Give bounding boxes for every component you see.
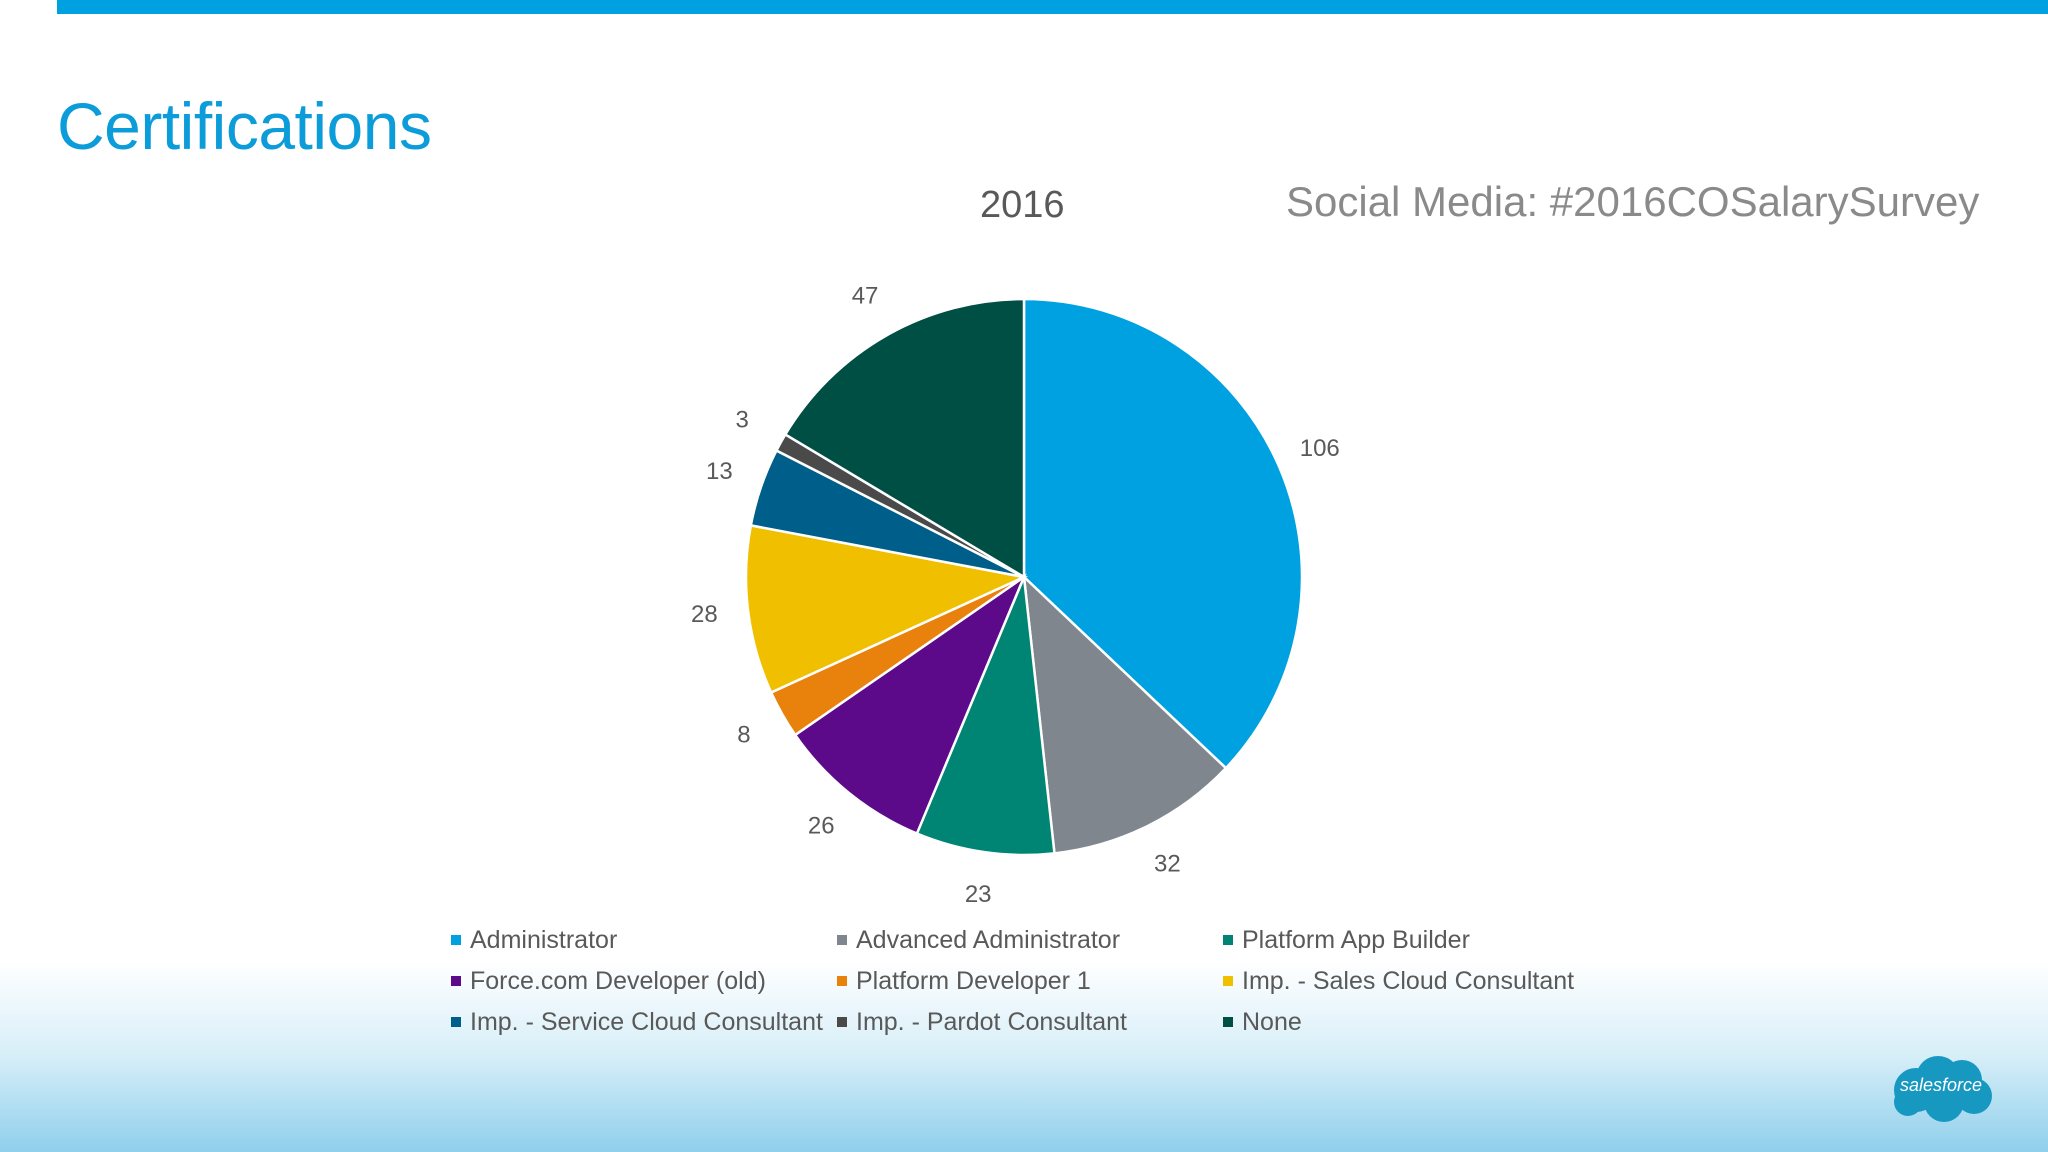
legend-swatch xyxy=(1223,1017,1233,1027)
legend-item: Imp. - Service Cloud Consultant xyxy=(451,1007,837,1037)
chart-legend: Administrator Advanced Administrator Platf… xyxy=(451,925,1613,1037)
chart-title: 2016 xyxy=(980,184,1065,226)
legend-label: Administrator xyxy=(470,925,618,954)
legend-label: Imp. - Service Cloud Consultant xyxy=(470,1007,823,1036)
legend-swatch xyxy=(451,935,461,945)
pie-slice-0 xyxy=(1022,297,1304,770)
legend-swatch xyxy=(837,1017,847,1027)
logo-text: salesforce xyxy=(1899,1075,1983,1095)
legend-item: Platform App Builder xyxy=(1223,925,1613,955)
legend-swatch xyxy=(451,1017,461,1027)
social-media-hashtag: Social Media: #2016COSalarySurvey xyxy=(1286,178,1980,225)
legend-item: Imp. - Pardot Consultant xyxy=(837,1007,1223,1037)
pie-slice-3 xyxy=(793,573,1027,836)
legend-item: Advanced Administrator xyxy=(837,925,1223,955)
pie-slice-2 xyxy=(915,576,1056,857)
data-label-7: 3 xyxy=(736,406,749,433)
data-label-6: 13 xyxy=(706,458,733,485)
legend-item: Imp. - Sales Cloud Consultant xyxy=(1223,966,1613,996)
page-title: Certifications xyxy=(57,89,432,163)
legend-label: Platform Developer 1 xyxy=(856,966,1091,995)
legend-swatch xyxy=(1223,976,1233,986)
pie-slice-1 xyxy=(1022,573,1228,855)
legend-swatch xyxy=(1223,935,1233,945)
legend-item: Force.com Developer (old) xyxy=(451,966,837,996)
pie-slice-5 xyxy=(744,523,1029,695)
salesforce-logo: salesforce xyxy=(1886,1050,1996,1124)
legend-swatch xyxy=(451,976,461,986)
legend-item: Platform Developer 1 xyxy=(837,966,1223,996)
background-gradient xyxy=(0,962,2048,1152)
legend-label: Advanced Administrator xyxy=(856,925,1121,954)
legend-label: None xyxy=(1242,1007,1302,1036)
cloud-icon xyxy=(1894,1056,1992,1122)
pie-slice-8 xyxy=(783,297,1026,580)
legend-item: Administrator xyxy=(451,925,837,955)
data-label-1: 32 xyxy=(1154,851,1181,878)
legend-label: Imp. - Sales Cloud Consultant xyxy=(1242,966,1575,995)
legend-swatch xyxy=(837,935,847,945)
legend-swatch xyxy=(837,976,847,986)
legend-label: Platform App Builder xyxy=(1242,925,1470,954)
legend-label: Force.com Developer (old) xyxy=(470,966,766,995)
data-label-3: 26 xyxy=(808,813,835,840)
data-label-4: 8 xyxy=(737,721,750,748)
data-label-8: 47 xyxy=(852,282,879,309)
legend-item: None xyxy=(1223,1007,1613,1037)
top-accent-bar xyxy=(57,0,2048,14)
legend-label: Imp. - Pardot Consultant xyxy=(856,1007,1127,1036)
data-label-2: 23 xyxy=(965,881,992,908)
data-label-0: 106 xyxy=(1300,435,1340,462)
data-label-5: 28 xyxy=(691,601,718,628)
